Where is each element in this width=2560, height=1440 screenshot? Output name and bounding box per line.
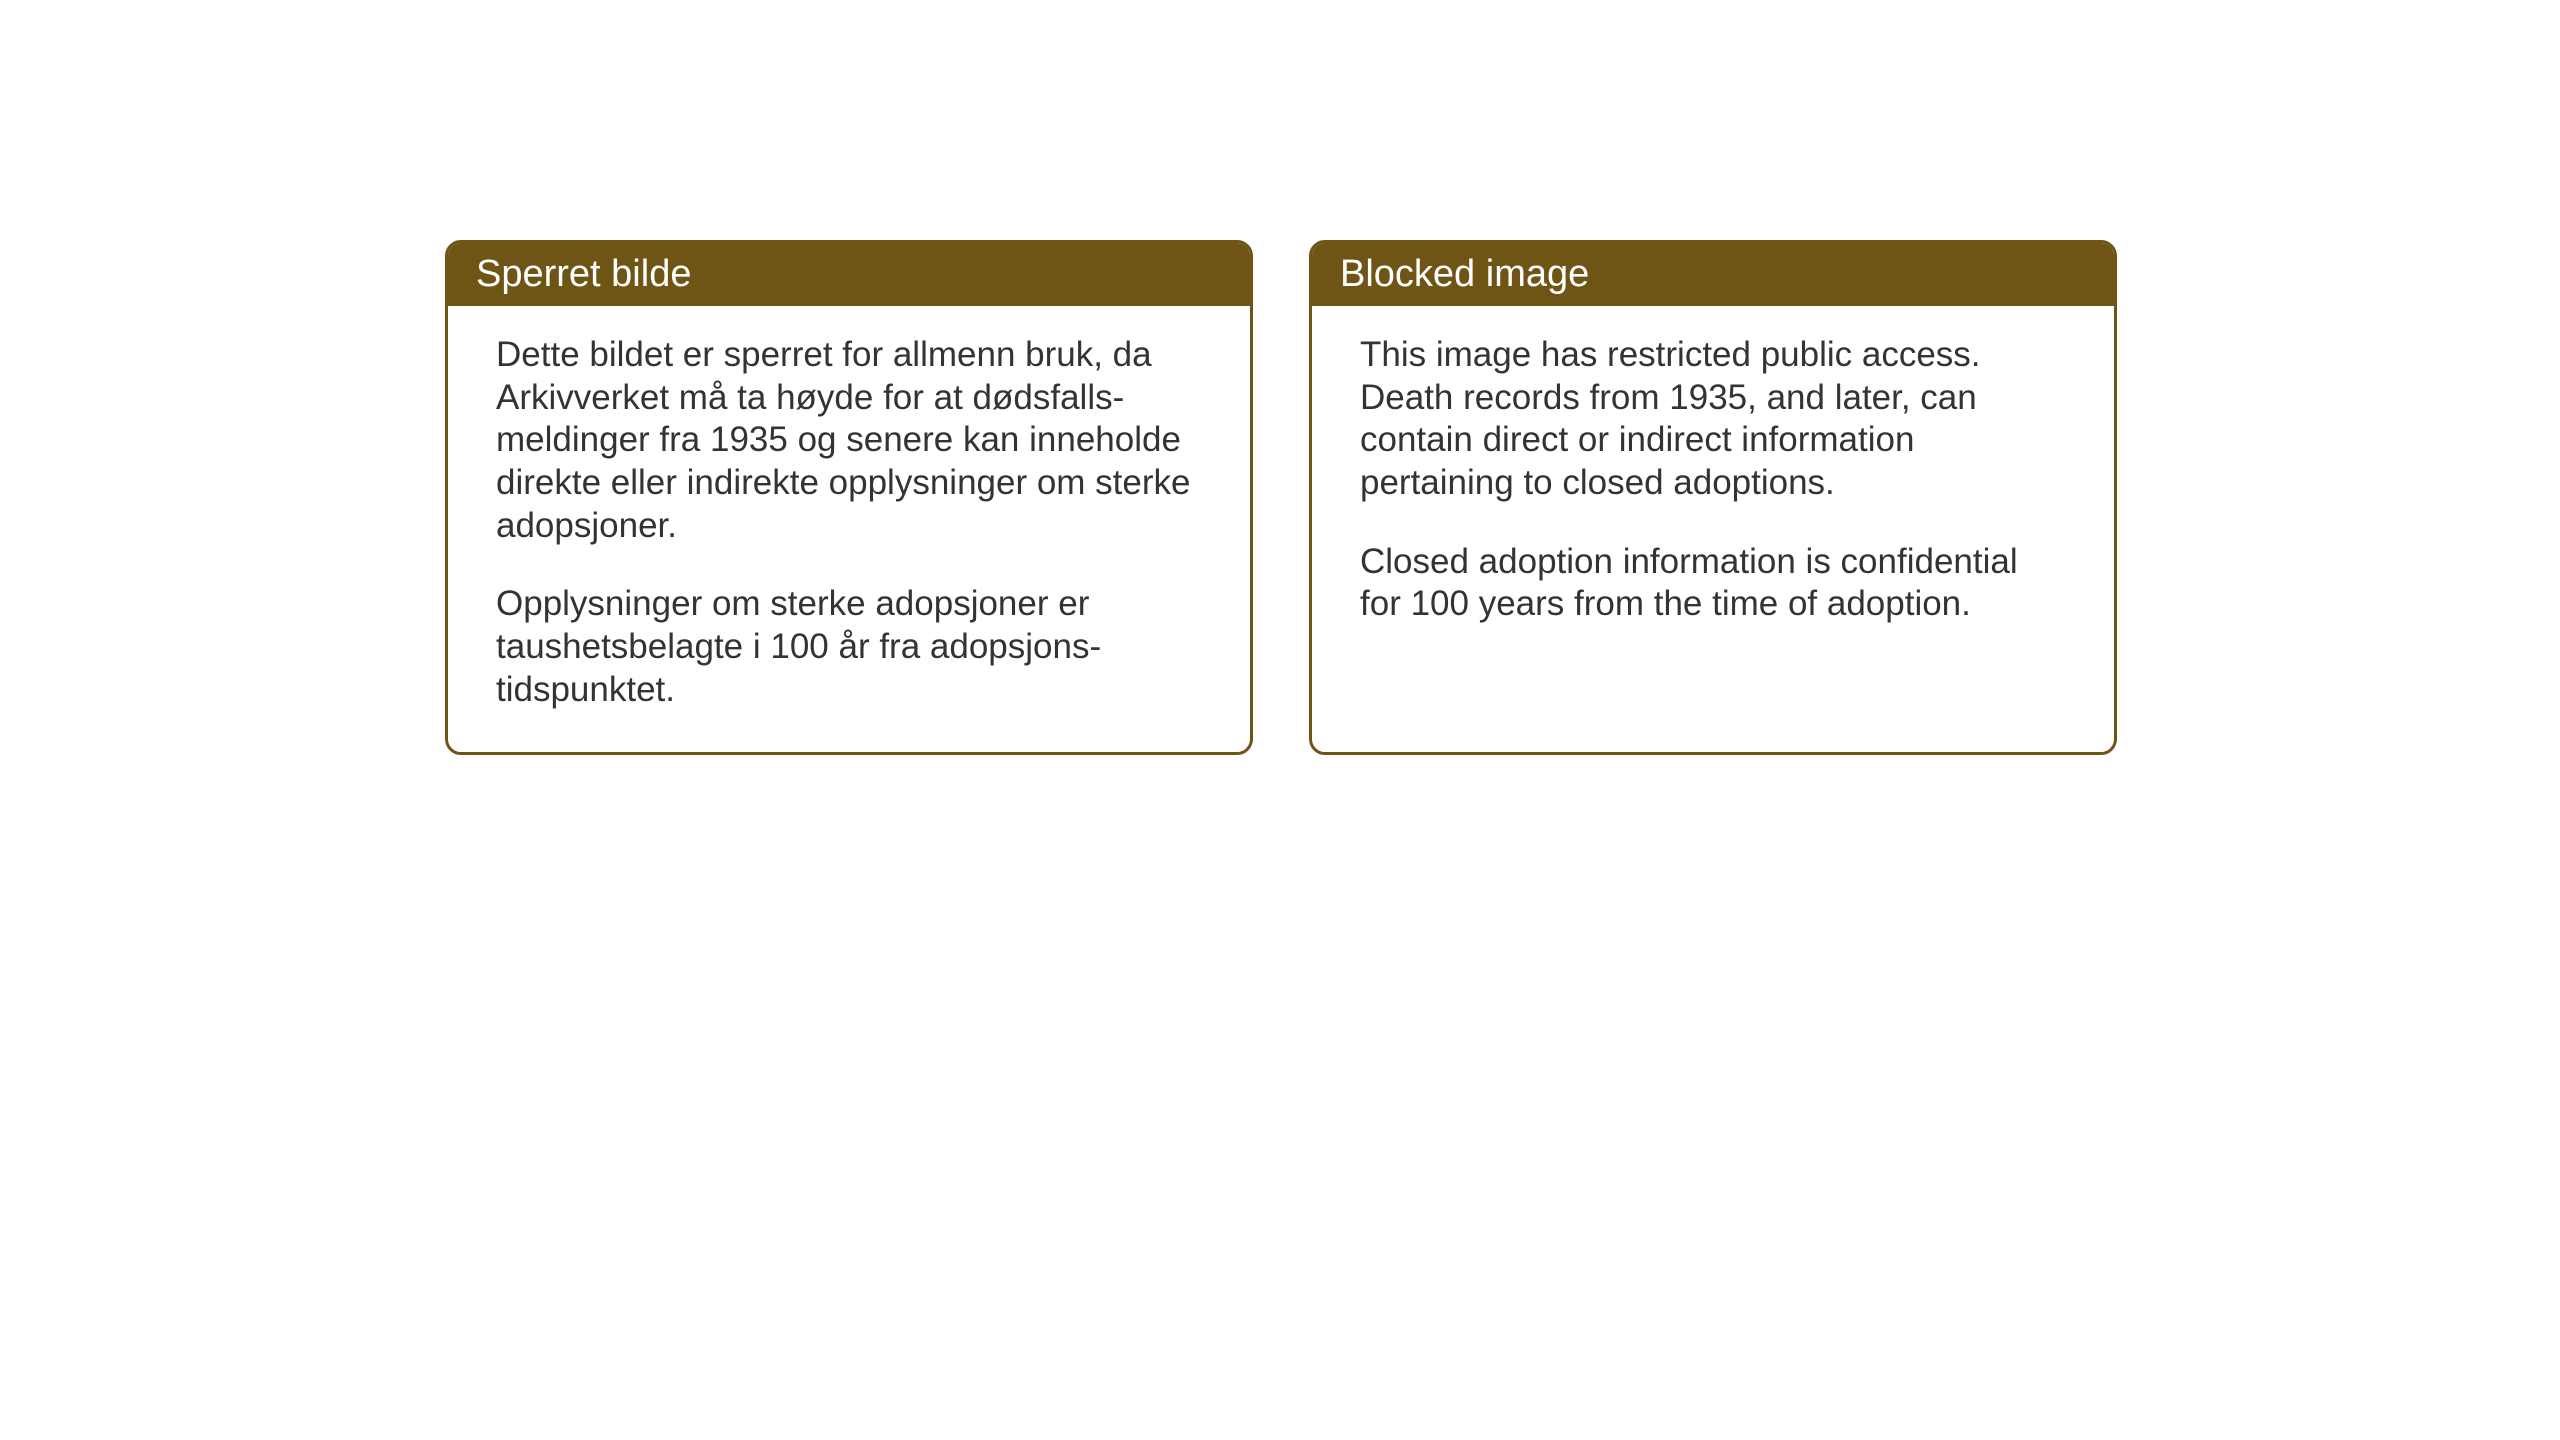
card-paragraph-1-norwegian: Dette bildet er sperret for allmenn bruk… <box>496 334 1202 547</box>
card-header-english: Blocked image <box>1312 243 2114 306</box>
notice-card-english: Blocked image This image has restricted … <box>1309 240 2117 755</box>
card-header-norwegian: Sperret bilde <box>448 243 1250 306</box>
card-title-norwegian: Sperret bilde <box>476 253 691 295</box>
card-paragraph-1-english: This image has restricted public access.… <box>1360 334 2066 505</box>
card-title-english: Blocked image <box>1340 253 1589 295</box>
notice-card-norwegian: Sperret bilde Dette bildet er sperret fo… <box>445 240 1253 755</box>
card-paragraph-2-english: Closed adoption information is confident… <box>1360 541 2066 626</box>
card-body-english: This image has restricted public access.… <box>1312 306 2114 736</box>
notice-card-container: Sperret bilde Dette bildet er sperret fo… <box>445 240 2117 755</box>
card-paragraph-2-norwegian: Opplysninger om sterke adopsjoner er tau… <box>496 583 1202 711</box>
card-body-norwegian: Dette bildet er sperret for allmenn bruk… <box>448 306 1250 752</box>
